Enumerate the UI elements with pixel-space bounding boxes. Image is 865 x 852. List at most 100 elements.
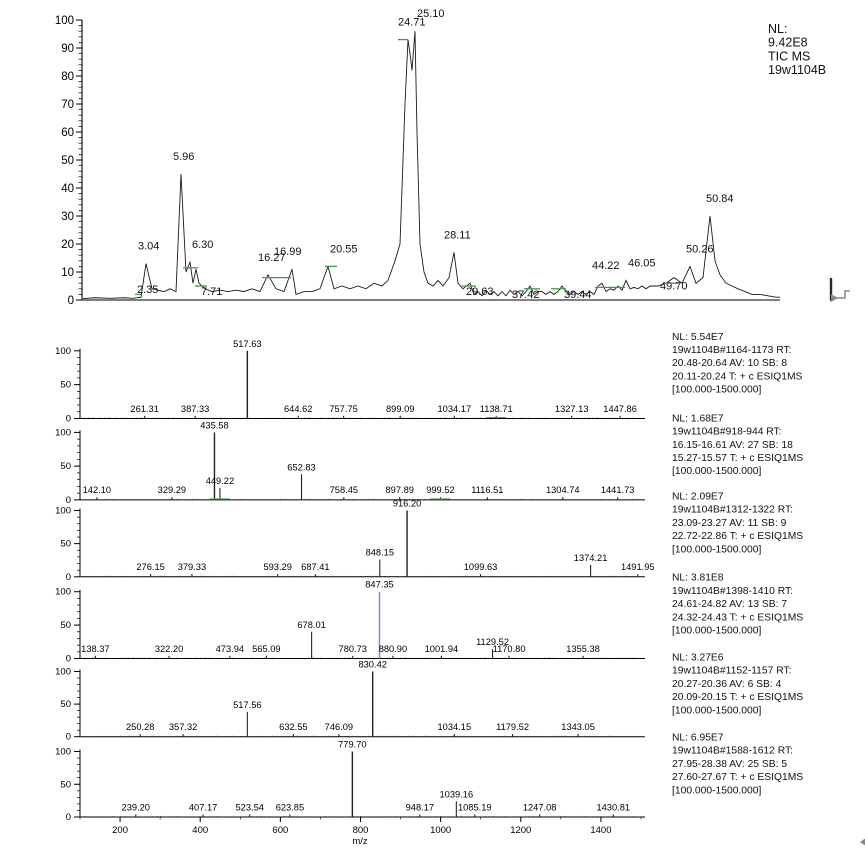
svg-text:25.10: 25.10 bbox=[417, 8, 445, 20]
svg-text:20.48-20.64 AV: 10 SB: 8: 20.48-20.64 AV: 10 SB: 8 bbox=[672, 358, 787, 369]
svg-text:[100.000-1500.000]: [100.000-1500.000] bbox=[672, 385, 761, 396]
svg-text:16.15-16.61 AV: 27 SB: 18: 16.15-16.61 AV: 27 SB: 18 bbox=[672, 440, 793, 451]
svg-text:1179.52: 1179.52 bbox=[496, 722, 529, 732]
svg-text:800: 800 bbox=[353, 825, 369, 836]
svg-text:90: 90 bbox=[61, 43, 74, 55]
svg-text:19w1104B: 19w1104B bbox=[768, 63, 826, 77]
svg-text:632.55: 632.55 bbox=[279, 722, 307, 732]
svg-text:200: 200 bbox=[112, 825, 128, 836]
svg-text:9.42E8: 9.42E8 bbox=[768, 36, 808, 50]
svg-text:848.15: 848.15 bbox=[366, 548, 394, 558]
svg-text:1039.16: 1039.16 bbox=[440, 789, 474, 799]
svg-text:19w1104B#1588-1612 RT:: 19w1104B#1588-1612 RT: bbox=[672, 746, 793, 757]
svg-text:261.31: 261.31 bbox=[130, 404, 158, 414]
svg-text:600: 600 bbox=[272, 825, 288, 836]
svg-text:[100.000-1500.000]: [100.000-1500.000] bbox=[672, 785, 761, 796]
svg-text:593.29: 593.29 bbox=[263, 562, 291, 572]
svg-text:449.22: 449.22 bbox=[206, 476, 234, 486]
svg-text:142.10: 142.10 bbox=[83, 485, 111, 495]
svg-text:473.94: 473.94 bbox=[216, 644, 244, 654]
svg-text:NL: 3.81E8: NL: 3.81E8 bbox=[672, 573, 724, 584]
svg-text:60: 60 bbox=[61, 127, 74, 139]
svg-text:24.32-24.43 T: + c ESIQ1MS: 24.32-24.43 T: + c ESIQ1MS bbox=[672, 612, 803, 623]
svg-text:100: 100 bbox=[55, 747, 71, 758]
svg-text:49.70: 49.70 bbox=[660, 281, 688, 293]
svg-text:29.63: 29.63 bbox=[466, 286, 494, 298]
svg-text:523.54: 523.54 bbox=[235, 802, 263, 812]
svg-text:329.29: 329.29 bbox=[158, 485, 186, 495]
svg-text:NL: 6.95E7: NL: 6.95E7 bbox=[672, 733, 724, 744]
svg-text:NL: 1.68E7: NL: 1.68E7 bbox=[672, 413, 724, 424]
svg-text:20.09-20.15 T: + c ESIQ1MS: 20.09-20.15 T: + c ESIQ1MS bbox=[672, 692, 803, 703]
svg-text:1304.74: 1304.74 bbox=[546, 485, 580, 495]
svg-text:70: 70 bbox=[61, 99, 74, 111]
svg-text:100: 100 bbox=[55, 15, 74, 27]
svg-text:400: 400 bbox=[192, 825, 208, 836]
svg-text:23.09-23.27 AV: 11 SB: 9: 23.09-23.27 AV: 11 SB: 9 bbox=[672, 518, 787, 529]
svg-text:1138.71: 1138.71 bbox=[480, 404, 513, 414]
svg-text:387.33: 387.33 bbox=[181, 404, 209, 414]
svg-text:80: 80 bbox=[61, 71, 74, 83]
svg-text:50: 50 bbox=[60, 380, 71, 391]
svg-text:6.30: 6.30 bbox=[192, 239, 213, 251]
svg-text:37.42: 37.42 bbox=[512, 289, 540, 301]
svg-text:NL: 3.27E6: NL: 3.27E6 bbox=[672, 653, 724, 664]
svg-text:3.04: 3.04 bbox=[138, 241, 159, 253]
svg-text:899.09: 899.09 bbox=[386, 404, 414, 414]
svg-text:780.73: 780.73 bbox=[339, 644, 367, 654]
svg-text:1441.73: 1441.73 bbox=[601, 485, 635, 495]
svg-text:50: 50 bbox=[60, 461, 71, 472]
svg-text:50: 50 bbox=[61, 155, 74, 167]
svg-text:1327.13: 1327.13 bbox=[555, 404, 589, 414]
svg-text:1170.80: 1170.80 bbox=[493, 644, 526, 654]
svg-text:276.15: 276.15 bbox=[136, 562, 164, 572]
svg-text:50.26: 50.26 bbox=[686, 243, 714, 255]
svg-text:[100.000-1500.000]: [100.000-1500.000] bbox=[672, 705, 761, 716]
svg-text:779.70: 779.70 bbox=[338, 740, 366, 750]
svg-text:138.37: 138.37 bbox=[81, 644, 109, 654]
svg-text:880.90: 880.90 bbox=[379, 644, 407, 654]
svg-text:100: 100 bbox=[55, 427, 71, 438]
svg-text:20.11-20.24 T: + c ESIQ1MS: 20.11-20.24 T: + c ESIQ1MS bbox=[672, 371, 803, 382]
svg-text:1000: 1000 bbox=[430, 825, 451, 836]
svg-text:1430.81: 1430.81 bbox=[596, 802, 630, 812]
svg-text:1374.21: 1374.21 bbox=[574, 553, 608, 563]
svg-text:1034.17: 1034.17 bbox=[438, 404, 472, 414]
svg-text:435.58: 435.58 bbox=[200, 420, 228, 430]
svg-text:50: 50 bbox=[60, 699, 71, 710]
svg-text:565.09: 565.09 bbox=[252, 644, 280, 654]
svg-text:757.75: 757.75 bbox=[329, 404, 357, 414]
svg-text:100: 100 bbox=[55, 506, 71, 517]
svg-text:0: 0 bbox=[66, 654, 71, 665]
svg-text:19w1104B#1164-1173 RT:: 19w1104B#1164-1173 RT: bbox=[672, 345, 791, 356]
svg-text:[100.000-1500.000]: [100.000-1500.000] bbox=[672, 466, 761, 477]
svg-text:24.61-24.82 AV: 13 SB: 7: 24.61-24.82 AV: 13 SB: 7 bbox=[672, 599, 787, 610]
svg-text:1355.38: 1355.38 bbox=[566, 644, 600, 654]
svg-text:830.42: 830.42 bbox=[358, 660, 386, 670]
svg-text:30: 30 bbox=[61, 211, 74, 223]
svg-text:746.09: 746.09 bbox=[325, 722, 353, 732]
svg-text:[100.000-1500.000]: [100.000-1500.000] bbox=[672, 544, 761, 555]
svg-text:22.72-22.86 T: + c ESIQ1MS: 22.72-22.86 T: + c ESIQ1MS bbox=[672, 531, 803, 542]
svg-text:0: 0 bbox=[66, 414, 71, 425]
svg-text:100: 100 bbox=[55, 667, 71, 678]
svg-text:16.99: 16.99 bbox=[274, 246, 302, 258]
svg-text:50.84: 50.84 bbox=[706, 193, 734, 205]
svg-text:644.62: 644.62 bbox=[284, 404, 312, 414]
svg-text:0: 0 bbox=[68, 295, 74, 307]
svg-text:NL:: NL: bbox=[768, 22, 787, 36]
svg-text:19w1104B#918-944 RT:: 19w1104B#918-944 RT: bbox=[672, 427, 782, 438]
svg-text:322.20: 322.20 bbox=[155, 644, 183, 654]
svg-text:1491.95: 1491.95 bbox=[621, 562, 655, 572]
svg-text:NL: 5.54E7: NL: 5.54E7 bbox=[672, 332, 724, 343]
svg-text:517.56: 517.56 bbox=[233, 700, 261, 710]
svg-text:40: 40 bbox=[61, 183, 74, 195]
svg-text:1247.08: 1247.08 bbox=[523, 802, 557, 812]
svg-text:5.96: 5.96 bbox=[173, 151, 194, 163]
svg-text:50: 50 bbox=[60, 620, 71, 631]
svg-text:1034.15: 1034.15 bbox=[438, 722, 472, 732]
svg-text:50: 50 bbox=[60, 779, 71, 790]
svg-text:379.33: 379.33 bbox=[178, 562, 206, 572]
svg-text:407.17: 407.17 bbox=[189, 802, 217, 812]
svg-text:1447.86: 1447.86 bbox=[603, 404, 637, 414]
